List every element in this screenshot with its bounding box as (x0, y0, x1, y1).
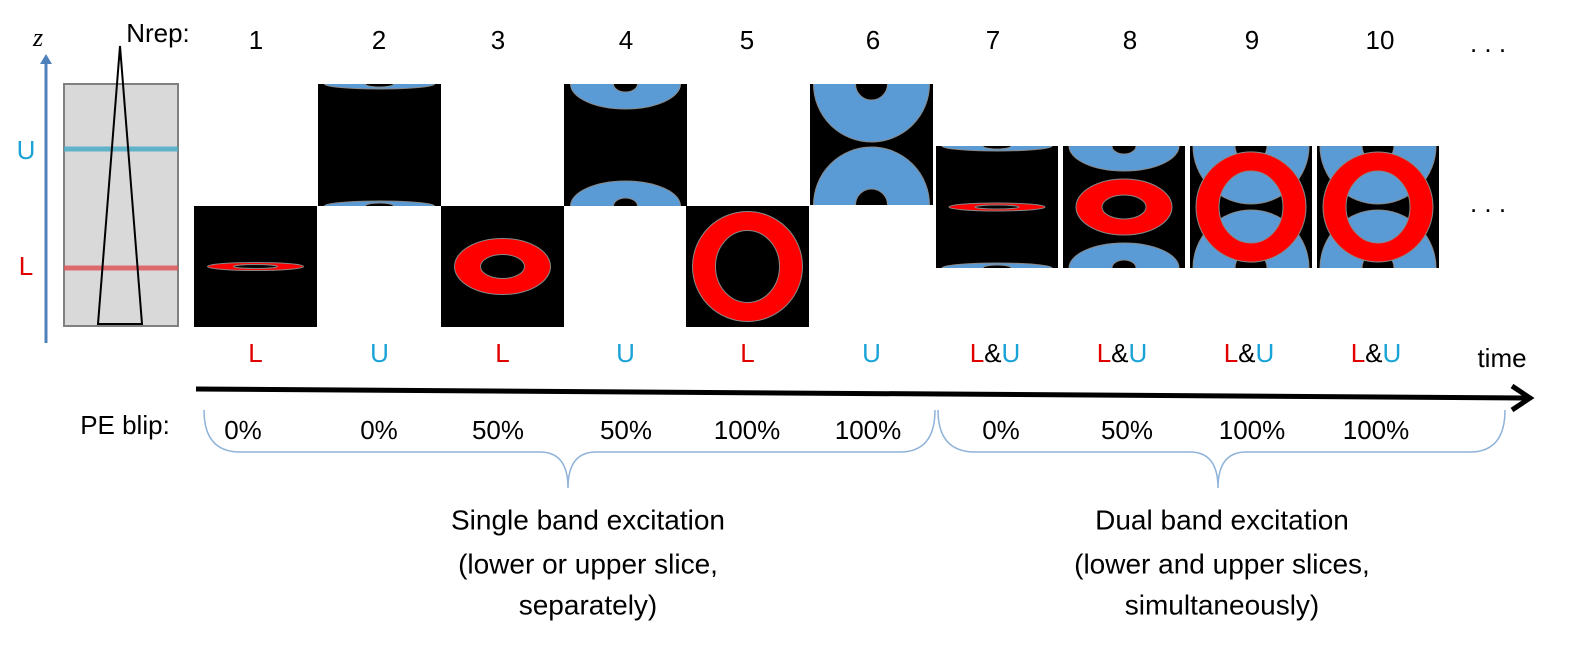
frame (810, 84, 933, 205)
ring (569, 84, 682, 110)
group-caption: separately) (519, 589, 658, 620)
ring (1195, 151, 1307, 263)
pe-value: 100% (1219, 415, 1286, 445)
pe-value: 0% (360, 415, 398, 445)
frame-number: 8 (1123, 25, 1137, 55)
frame (318, 84, 441, 206)
ring (453, 238, 552, 295)
brace (203, 409, 936, 489)
pe-value: 50% (1101, 415, 1153, 445)
pe-value: 100% (1343, 415, 1410, 445)
slice-part: U (370, 338, 389, 368)
ring (569, 180, 682, 206)
ellipsis: . . . (1470, 28, 1506, 58)
frame (1063, 146, 1185, 268)
slice-part: U (1383, 338, 1402, 368)
upper-label: U (17, 135, 36, 165)
frame-number: 1 (249, 25, 263, 55)
frame-number: 9 (1245, 25, 1259, 55)
group-caption: (lower and upper slices, (1074, 548, 1370, 579)
slice-label: L&U (970, 338, 1021, 368)
time-arrow (195, 386, 1529, 401)
frame (194, 206, 317, 327)
slice-label: L (248, 338, 262, 368)
slice-label: U (862, 338, 881, 368)
ring (1322, 151, 1434, 263)
slice-part: L (740, 338, 754, 368)
slice-label: L&U (1097, 338, 1148, 368)
ring (1068, 242, 1180, 268)
frame (441, 206, 564, 327)
slice-part: & (1365, 338, 1382, 368)
ellipsis: . . . (1470, 188, 1506, 218)
slice-part: L (495, 338, 509, 368)
ring (1075, 178, 1173, 236)
slice-part: L (970, 338, 984, 368)
slab (63, 83, 179, 327)
z-label: z (32, 23, 43, 52)
ring (206, 262, 305, 271)
time-label: time (1477, 343, 1526, 373)
group-caption: (lower or upper slice, (458, 548, 718, 579)
slice-part: L (1351, 338, 1365, 368)
pe-value: 0% (982, 415, 1020, 445)
pe-value: 50% (600, 415, 652, 445)
pe-value: 100% (835, 415, 902, 445)
frame-number: 6 (866, 25, 880, 55)
frame-number: 2 (372, 25, 386, 55)
nrep-label: Nrep: (126, 18, 190, 48)
slice-part: U (862, 338, 881, 368)
slice-part: U (616, 338, 635, 368)
slice-part: & (1238, 338, 1255, 368)
frame (564, 84, 687, 206)
slice-part: & (1111, 338, 1128, 368)
ring (691, 211, 804, 322)
time-arrow-head (1510, 383, 1535, 413)
pe-value: 0% (224, 415, 262, 445)
slice-label: L (740, 338, 754, 368)
frame-number: 5 (740, 25, 754, 55)
ring (1068, 146, 1180, 172)
frame (1317, 146, 1439, 268)
lower-label: L (19, 251, 33, 281)
slice-part: U (1002, 338, 1021, 368)
ring (323, 84, 436, 90)
ring (941, 146, 1053, 152)
frame-number: 7 (986, 25, 1000, 55)
frame-bg (318, 84, 441, 206)
slice-part: & (984, 338, 1001, 368)
frame-number: 3 (491, 25, 505, 55)
frames (194, 84, 1439, 327)
frame (936, 146, 1058, 268)
slice-label: L&U (1224, 338, 1275, 368)
slice-label: U (616, 338, 635, 368)
frame (686, 206, 809, 327)
pe-value: 50% (472, 415, 524, 445)
group-caption: simultaneously) (1125, 589, 1320, 620)
pe-value: 100% (714, 415, 781, 445)
slice-part: L (1224, 338, 1238, 368)
ring (812, 146, 931, 205)
slice-label: U (370, 338, 389, 368)
group-caption: Single band excitation (451, 504, 725, 535)
frame-number: 4 (619, 25, 633, 55)
pe-label: PE blip: (80, 410, 170, 440)
ring (323, 200, 436, 206)
frame (1190, 146, 1312, 268)
beam (96, 45, 144, 325)
slice-part: U (1256, 338, 1275, 368)
brace (937, 409, 1506, 489)
frame-number: 10 (1366, 25, 1395, 55)
group-caption: Dual band excitation (1095, 504, 1349, 535)
ring (948, 202, 1046, 212)
ring (812, 84, 931, 143)
slice-part: L (1097, 338, 1111, 368)
slice-label: L&U (1351, 338, 1402, 368)
slice-part: L (248, 338, 262, 368)
slice-label: L (495, 338, 509, 368)
ring (941, 262, 1053, 268)
slice-part: U (1129, 338, 1148, 368)
